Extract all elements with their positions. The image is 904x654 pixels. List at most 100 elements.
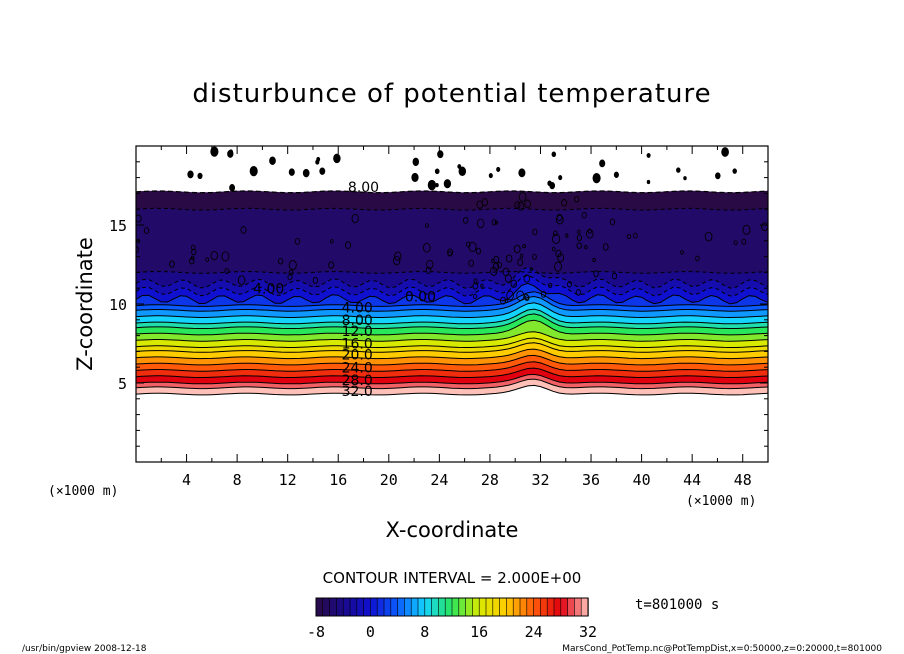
noise-contour <box>704 231 713 242</box>
noise-contour <box>611 272 618 280</box>
noise-contour <box>633 232 638 239</box>
noise-contour <box>548 282 553 289</box>
y-tick-label: 10 <box>109 296 127 314</box>
noise-contour <box>351 213 359 224</box>
noise-contour <box>462 216 469 224</box>
colorbar-tick-label: 16 <box>470 623 488 641</box>
noise-contour <box>502 267 510 277</box>
noise-contour <box>288 168 295 176</box>
colorbar-tick-labels: -8 0 8 16 24 32 <box>307 623 597 641</box>
x-axis-label: X-coordinate <box>386 518 519 542</box>
noise-contour <box>488 173 493 179</box>
noise-contour <box>593 270 599 278</box>
noise-contour <box>721 147 729 157</box>
colorbar-frame <box>315 597 589 617</box>
noise-contour <box>516 290 525 301</box>
noise-contour <box>532 253 537 260</box>
noise-contour <box>249 165 258 177</box>
noise-contour <box>602 243 609 251</box>
noise-contour <box>576 234 583 241</box>
plot-area: 8.004.00 0.004.008.0012.016.020.024.028.0… <box>136 146 768 462</box>
noise-contour <box>554 261 562 272</box>
noise-contour <box>551 151 557 158</box>
contour-line <box>136 282 768 305</box>
colorbar-cell <box>560 597 569 617</box>
x-tick-label: 4 <box>182 471 191 489</box>
noise-contour <box>475 247 482 255</box>
noise-contour <box>465 241 471 248</box>
noise-contour <box>581 211 587 219</box>
colorbar-cell <box>376 597 385 617</box>
colorbar-cell <box>397 597 406 617</box>
noise-contour <box>143 227 150 235</box>
noise-contour <box>197 172 203 180</box>
colorbar-cell <box>370 597 378 617</box>
footer-left: /usr/bin/gpview 2008-12-18 <box>22 644 147 654</box>
noise-contour <box>191 248 197 256</box>
noise-contour <box>468 241 477 252</box>
contour-line <box>136 373 768 385</box>
noise-contour <box>547 180 552 187</box>
noise-contour <box>561 199 568 207</box>
noise-contour <box>329 239 334 244</box>
colorbar-cell <box>417 597 426 617</box>
colorbar-cell <box>315 597 324 617</box>
noise-contour <box>189 257 195 265</box>
contour-band <box>136 190 768 211</box>
noise-contour <box>565 233 569 238</box>
colorbar-cell <box>336 597 344 617</box>
noise-contour <box>680 250 684 255</box>
x-tick-label: 36 <box>582 471 600 489</box>
colorbar-cell <box>349 597 358 617</box>
colorbar-cell <box>519 597 528 617</box>
noise-contour <box>169 260 175 268</box>
noise-contour <box>514 201 521 209</box>
noise-contour <box>510 279 518 288</box>
contour-labels: 8.004.00 0.004.008.0012.016.020.024.028.0… <box>253 180 436 400</box>
noise-contour <box>221 251 230 262</box>
colorbar-cell <box>533 597 542 617</box>
noise-contour <box>499 296 507 305</box>
noise-contour <box>288 260 297 271</box>
noise-contour <box>557 253 565 263</box>
colorbar-cell <box>478 597 487 617</box>
noise-contour <box>695 255 700 262</box>
contour-label: 12.0 <box>342 324 373 340</box>
contour-lines <box>136 190 768 396</box>
contour-line <box>136 319 768 336</box>
contour-line <box>136 361 768 372</box>
colorbar-cell <box>567 597 576 617</box>
noise-contour <box>426 259 434 269</box>
noise-contour <box>742 224 751 235</box>
noise-contour <box>437 150 444 159</box>
colorbar-cell <box>363 597 372 617</box>
x-tick-label: 20 <box>380 471 398 489</box>
noise-contour <box>269 156 276 165</box>
colorbar-cell <box>329 597 338 617</box>
noise-contour <box>584 244 588 250</box>
noise-contour <box>524 295 530 302</box>
contour-line <box>136 302 768 319</box>
colorbar-cell <box>356 597 365 617</box>
noise-contour <box>187 170 194 179</box>
noise-contour <box>518 192 527 202</box>
colorbar-cell <box>410 597 419 617</box>
x-tick-label: 12 <box>279 471 297 489</box>
contour-line <box>136 274 768 297</box>
contour-line <box>136 337 768 348</box>
noise-contour <box>136 214 142 223</box>
noise-contour <box>529 267 534 272</box>
noise-contour <box>741 238 747 245</box>
noise-contour <box>626 233 632 240</box>
noise-contour <box>609 218 616 226</box>
noise-contour <box>210 146 219 157</box>
noise-contour <box>574 195 580 203</box>
noise-contour <box>576 242 582 249</box>
contour-label: 8.00 <box>348 180 379 196</box>
noise-contour <box>587 228 592 234</box>
footer-right: MarsCond_PotTemp.nc@PotTempDist,x=0:5000… <box>562 644 882 654</box>
noise-contour <box>540 291 547 298</box>
colorbar-cell <box>390 597 399 617</box>
colorbar-cell <box>322 597 331 617</box>
